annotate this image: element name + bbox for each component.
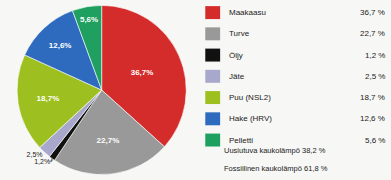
svg-text:Jäte: Jäte (229, 72, 245, 81)
svg-text:36,7 %: 36,7 % (360, 8, 385, 17)
svg-text:2,5 %: 2,5 % (365, 72, 385, 81)
svg-text:36,7%: 36,7% (131, 68, 154, 77)
svg-text:Turve: Turve (229, 29, 250, 38)
svg-text:Puu (NSL2): Puu (NSL2) (229, 93, 271, 102)
svg-text:2,5%: 2,5% (27, 151, 43, 158)
svg-text:Hake (HRV): Hake (HRV) (229, 114, 272, 123)
svg-text:Fossiilinen kaukolämpö 61,8 %: Fossiilinen kaukolämpö 61,8 % (224, 164, 328, 173)
svg-text:22,7 %: 22,7 % (360, 29, 385, 38)
svg-text:18,7 %: 18,7 % (360, 93, 385, 102)
svg-text:5,6%: 5,6% (80, 15, 98, 24)
svg-text:Öljy: Öljy (229, 51, 243, 60)
svg-text:Pelletti: Pelletti (229, 136, 253, 145)
svg-text:18,7%: 18,7% (37, 94, 60, 103)
svg-text:22,7%: 22,7% (97, 136, 120, 145)
svg-text:1,2 %: 1,2 % (365, 51, 385, 60)
svg-text:Maakaasu: Maakaasu (229, 8, 266, 17)
svg-text:12,6%: 12,6% (49, 41, 72, 50)
svg-text:12,6 %: 12,6 % (360, 114, 385, 123)
svg-text:5,6 %: 5,6 % (365, 136, 385, 145)
svg-text:Uusiutuva kaukolämpö 38,2 %: Uusiutuva kaukolämpö 38,2 % (224, 146, 326, 155)
svg-text:1,2%: 1,2% (34, 158, 50, 165)
